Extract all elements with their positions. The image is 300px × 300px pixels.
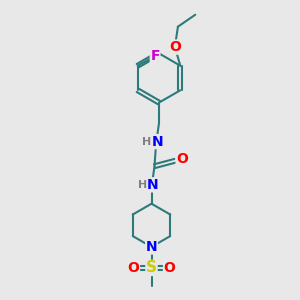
Text: N: N — [147, 178, 159, 192]
Text: O: O — [169, 40, 181, 54]
Text: H: H — [138, 180, 147, 190]
Text: N: N — [152, 135, 163, 148]
Text: F: F — [150, 49, 160, 63]
Text: H: H — [142, 137, 152, 147]
Text: N: N — [146, 240, 157, 254]
Text: S: S — [146, 260, 157, 275]
Text: O: O — [128, 261, 140, 275]
Text: O: O — [176, 152, 188, 166]
Text: O: O — [164, 261, 175, 275]
